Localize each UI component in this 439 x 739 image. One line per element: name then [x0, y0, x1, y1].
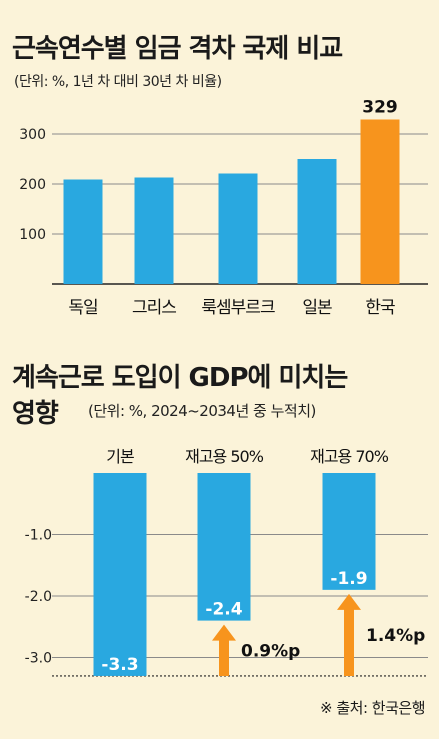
chart2-subtitle: (단위: %, 2024~2034년 중 누적치) [88, 402, 316, 420]
chart2-title-line1: 계속근로 도입이 GDP에 미치는 [12, 363, 348, 393]
chart2-arrow-2 [337, 593, 361, 676]
chart2-category-label: 기본 [106, 447, 134, 466]
chart1-bar-0 [63, 179, 103, 284]
chart2-bar-0 [93, 473, 147, 676]
chart2-value-label: -2.4 [205, 600, 242, 620]
chart2-annotation-label: 1.4%p [366, 626, 425, 646]
chart1-subtitle: (단위: %, 1년 차 대비 30년 차 비율) [14, 74, 222, 90]
chart2-bar-1 [197, 473, 251, 621]
chart2-value-label: -1.9 [330, 569, 367, 589]
chart1-y-tick-label: 200 [19, 177, 46, 193]
chart1-category-label: 룩셈부르크 [201, 298, 275, 318]
chart2-category-label: 재고용 70% [310, 447, 389, 466]
chart2-bar-2 [322, 473, 376, 590]
chart1-y-tick-label: 100 [19, 227, 46, 243]
chart1-bar-3 [297, 159, 337, 284]
chart1-bar-1 [134, 177, 174, 284]
chart1-category-label: 한국 [365, 298, 395, 318]
chart2-annotation-label: 0.9%p [241, 641, 300, 661]
chart2-y-tick-label: -1.0 [25, 528, 52, 544]
chart1-bar-2 [218, 173, 258, 284]
chart2-category-label: 재고용 50% [185, 447, 264, 466]
chart1-category-label: 그리스 [132, 298, 176, 318]
source-note: ※ 출처: 한국은행 [320, 699, 425, 717]
chart2-y-tick-label: -3.0 [25, 651, 52, 667]
chart1-title: 근속연수별 임금 격차 국제 비교 [12, 34, 343, 64]
chart2-y-tick-label: -2.0 [25, 589, 52, 605]
chart2-value-label: -3.3 [101, 655, 138, 675]
chart1-bar-4 [360, 119, 400, 284]
chart1-y-tick-label: 300 [19, 127, 46, 143]
chart2-title-line2: 영향 [12, 399, 59, 429]
chart2-arrow-1 [212, 624, 236, 676]
chart1-category-label: 독일 [68, 298, 97, 318]
chart1-plot: 300 200 100 독일 그리스 룩셈부르크 일본 한국 329 [19, 98, 428, 318]
chart1-highlight-value: 329 [362, 98, 398, 118]
chart1-category-label: 일본 [302, 298, 332, 318]
